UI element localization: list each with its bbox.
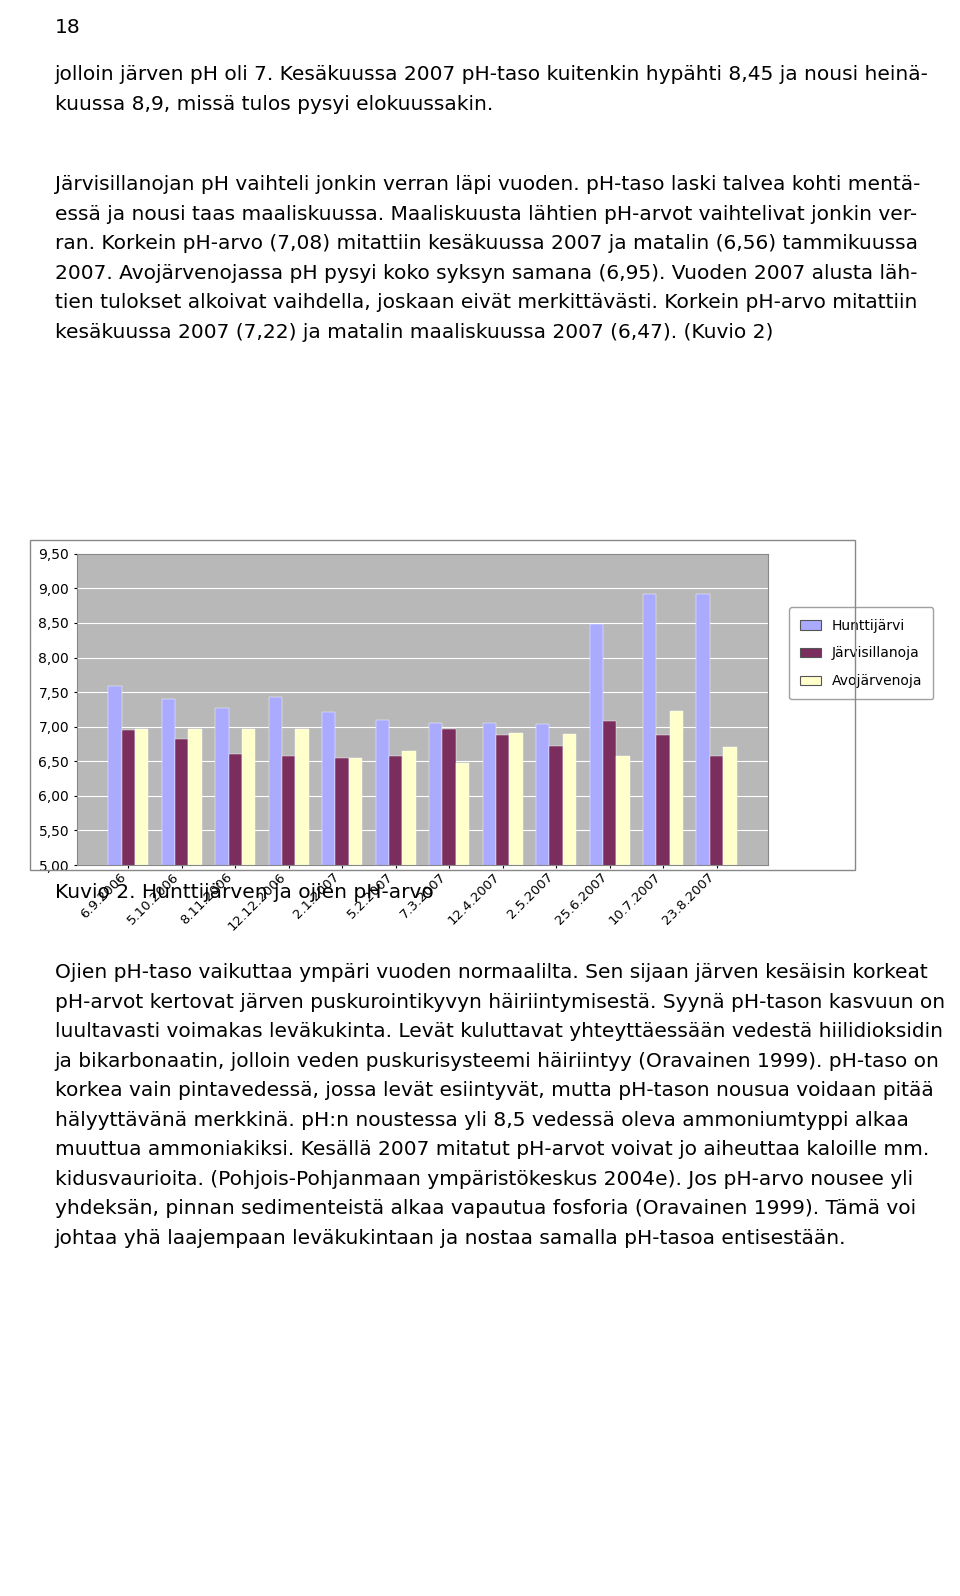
- Text: pH-arvot kertovat järven puskurointikyvyn häiriintymisestä. Syynä pH-tason kasvu: pH-arvot kertovat järven puskurointikyvy…: [55, 993, 945, 1012]
- Bar: [389, 757, 402, 1211]
- Bar: [323, 712, 335, 1211]
- Bar: [402, 752, 416, 1211]
- Bar: [335, 758, 348, 1211]
- Bar: [643, 594, 657, 1211]
- Text: essä ja nousi taas maaliskuussa. Maaliskuusta lähtien pH-arvot vaihtelivat jonki: essä ja nousi taas maaliskuussa. Maalisk…: [55, 204, 917, 223]
- Text: Järvisillanojan pH vaihteli jonkin verran läpi vuoden. pH-taso laski talvea koht: Järvisillanojan pH vaihteli jonkin verra…: [55, 176, 920, 195]
- Text: luultavasti voimakas leväkukinta. Levät kuluttavat yhteyttäessään vedestä hiilid: luultavasti voimakas leväkukinta. Levät …: [55, 1021, 943, 1041]
- Bar: [108, 686, 122, 1211]
- Text: ja bikarbonaatin, jolloin veden puskurisysteemi häiriintyy (Oravainen 1999). pH-: ja bikarbonaatin, jolloin veden puskuris…: [55, 1052, 940, 1071]
- Bar: [242, 729, 255, 1211]
- Text: kesäkuussa 2007 (7,22) ja matalin maaliskuussa 2007 (6,47). (Kuvio 2): kesäkuussa 2007 (7,22) ja matalin maalis…: [55, 322, 773, 342]
- Bar: [122, 731, 135, 1211]
- Bar: [483, 723, 496, 1211]
- Bar: [496, 736, 510, 1211]
- Bar: [215, 709, 228, 1211]
- Bar: [536, 725, 549, 1211]
- Text: muuttua ammoniakiksi. Kesällä 2007 mitatut pH-arvot voivat jo aiheuttaa kaloille: muuttua ammoniakiksi. Kesällä 2007 mitat…: [55, 1140, 929, 1159]
- Text: kidusvaurioita. (Pohjois-Pohjanmaan ympäristökeskus 2004e). Jos pH-arvo nousee y: kidusvaurioita. (Pohjois-Pohjanmaan ympä…: [55, 1170, 913, 1189]
- Bar: [657, 736, 670, 1211]
- Text: tien tulokset alkoivat vaihdella, joskaan eivät merkittävästi. Korkein pH-arvo m: tien tulokset alkoivat vaihdella, joskaa…: [55, 294, 917, 313]
- Text: 2007. Avojärvenojassa pH pysyi koko syksyn samana (6,95). Vuoden 2007 alusta läh: 2007. Avojärvenojassa pH pysyi koko syks…: [55, 263, 917, 282]
- Bar: [670, 712, 684, 1211]
- Text: kuussa 8,9, missä tulos pysyi elokuussakin.: kuussa 8,9, missä tulos pysyi elokuussak…: [55, 94, 493, 113]
- Bar: [296, 729, 309, 1211]
- Text: yhdeksän, pinnan sedimenteistä alkaa vapautua fosforia (Oravainen 1999). Tämä vo: yhdeksän, pinnan sedimenteistä alkaa vap…: [55, 1199, 916, 1218]
- Text: Ojien pH-taso vaikuttaa ympäri vuoden normaalilta. Sen sijaan järven kesäisin ko: Ojien pH-taso vaikuttaa ympäri vuoden no…: [55, 962, 927, 982]
- Bar: [603, 721, 616, 1211]
- Bar: [696, 594, 709, 1211]
- Bar: [589, 624, 603, 1211]
- Bar: [616, 757, 630, 1211]
- Text: 18: 18: [55, 18, 81, 37]
- Text: Kuvio 2. Hunttijärven ja ojien pH-arvo: Kuvio 2. Hunttijärven ja ojien pH-arvo: [55, 883, 434, 902]
- Bar: [228, 755, 242, 1211]
- Bar: [135, 729, 149, 1211]
- Bar: [282, 757, 296, 1211]
- Bar: [175, 739, 188, 1211]
- Bar: [429, 723, 443, 1211]
- Bar: [443, 729, 456, 1211]
- Bar: [709, 757, 723, 1211]
- Bar: [723, 747, 736, 1211]
- Text: ran. Korkein pH-arvo (7,08) mitattiin kesäkuussa 2007 ja matalin (6,56) tammikuu: ran. Korkein pH-arvo (7,08) mitattiin ke…: [55, 235, 918, 254]
- Bar: [269, 697, 282, 1211]
- Bar: [188, 729, 202, 1211]
- Text: jolloin järven pH oli 7. Kesäkuussa 2007 pH-taso kuitenkin hypähti 8,45 ja nousi: jolloin järven pH oli 7. Kesäkuussa 2007…: [55, 65, 928, 85]
- Bar: [161, 699, 175, 1211]
- Text: korkea vain pintavedessä, jossa levät esiintyvät, mutta pH-tason nousua voidaan : korkea vain pintavedessä, jossa levät es…: [55, 1080, 933, 1100]
- Bar: [549, 745, 563, 1211]
- Bar: [375, 720, 389, 1211]
- Bar: [348, 758, 362, 1211]
- Bar: [456, 763, 469, 1211]
- Text: johtaa yhä laajempaan leväkukintaan ja nostaa samalla pH-tasoa entisestään.: johtaa yhä laajempaan leväkukintaan ja n…: [55, 1229, 846, 1248]
- Bar: [510, 733, 522, 1211]
- Legend: Hunttijärvi, Järvisillanoja, Avojärvenoja: Hunttijärvi, Järvisillanoja, Avojärvenoj…: [789, 608, 933, 699]
- Text: hälyyttävänä merkkinä. pH:n noustessa yli 8,5 vedessä oleva ammoniumtyppi alkaa: hälyyttävänä merkkinä. pH:n noustessa yl…: [55, 1111, 908, 1130]
- Bar: [563, 734, 576, 1211]
